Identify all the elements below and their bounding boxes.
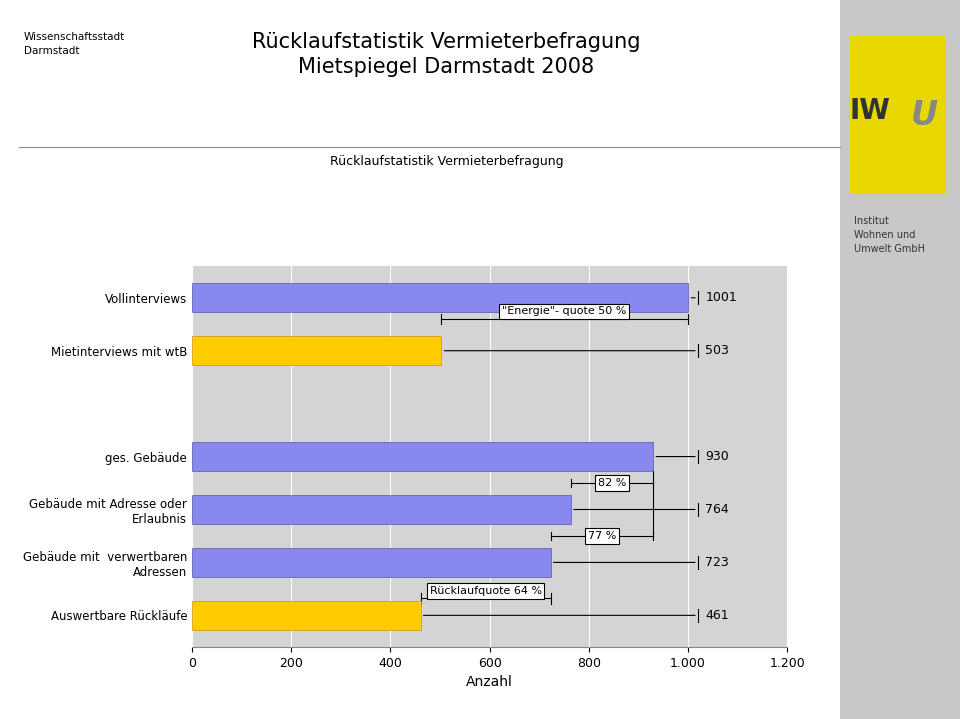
FancyBboxPatch shape — [850, 36, 946, 194]
Text: 77 %: 77 % — [588, 531, 616, 541]
Bar — [192, 495, 571, 524]
Bar — [192, 336, 442, 365]
Text: Rücklaufstatistik Vermieterbefragung: Rücklaufstatistik Vermieterbefragung — [329, 155, 564, 168]
Text: Institut
Wohnen und
Umwelt GmbH: Institut Wohnen und Umwelt GmbH — [854, 216, 925, 254]
X-axis label: Anzahl: Anzahl — [467, 675, 513, 690]
Bar — [192, 442, 653, 471]
Text: 461: 461 — [706, 609, 729, 622]
Text: Rücklaufstatistik Vermieterbefragung
Mietspiegel Darmstadt 2008: Rücklaufstatistik Vermieterbefragung Mie… — [252, 32, 640, 77]
Text: Rücklaufquote 64 %: Rücklaufquote 64 % — [429, 586, 541, 596]
Bar — [192, 601, 420, 630]
Text: 1001: 1001 — [706, 291, 737, 304]
Text: 723: 723 — [706, 556, 729, 569]
Text: IW: IW — [850, 98, 891, 125]
Text: 930: 930 — [706, 450, 729, 463]
Text: Wissenschaftsstadt
Darmstadt: Wissenschaftsstadt Darmstadt — [24, 32, 125, 55]
Text: 764: 764 — [706, 503, 729, 516]
Text: U: U — [910, 99, 938, 132]
Text: 82 %: 82 % — [598, 478, 626, 488]
Bar — [192, 283, 688, 312]
Text: 503: 503 — [706, 344, 730, 357]
Bar — [192, 548, 551, 577]
Text: "Energie"- quote 50 %: "Energie"- quote 50 % — [502, 306, 626, 316]
